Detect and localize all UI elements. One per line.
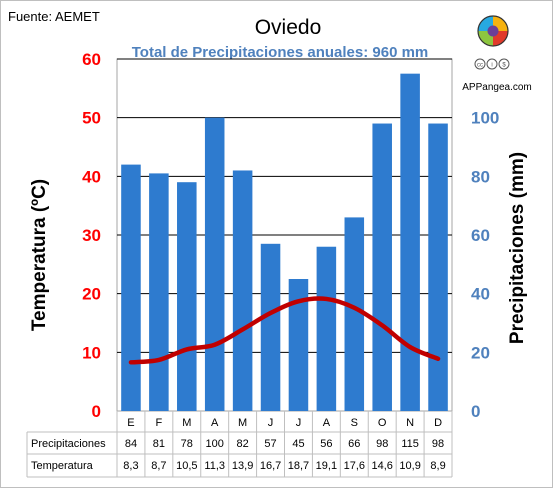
- precip-bar: [232, 170, 253, 411]
- month-label: A: [323, 417, 331, 429]
- logo-center: [487, 25, 499, 37]
- precip-bar: [121, 164, 141, 411]
- table-cell: 8,7: [151, 460, 166, 472]
- source-label: Fuente: AEMET: [8, 9, 100, 24]
- left-tick-label: 0: [92, 402, 101, 421]
- left-axis-title: Temperatura (ºC): [29, 179, 50, 331]
- table-cell: 19,1: [316, 460, 337, 472]
- chart-subtitle: Total de Precipitaciones anuales: 960 mm: [132, 44, 429, 61]
- precip-bar: [149, 173, 169, 411]
- month-label: E: [127, 417, 134, 429]
- creative-commons-icon: cc i $: [474, 58, 510, 70]
- data-table: Precipitaciones 84 81 78 100 82 57 45 56 66 98 115 9…: [26, 411, 453, 478]
- precip-bar: [177, 182, 197, 411]
- brand-label: APPangea.com: [462, 82, 532, 93]
- left-tick-label: 60: [82, 50, 101, 69]
- right-axis-title: Precipitaciones (mm): [507, 152, 528, 344]
- table-cell: 81: [153, 438, 165, 450]
- precip-bar: [260, 243, 281, 411]
- cc-cc-icon: [474, 58, 486, 70]
- table-cell: 18,7: [288, 460, 309, 472]
- table-cell: 45: [292, 438, 304, 450]
- right-tick-label: 100: [471, 109, 499, 128]
- table-cell: 115: [401, 438, 419, 450]
- cc-glyph: i: [491, 63, 492, 69]
- precip-bar: [400, 73, 420, 412]
- logo-ring: [477, 15, 509, 47]
- month-label: M: [238, 417, 247, 429]
- right-tick-label: 40: [471, 285, 490, 304]
- table-cell: 13,9: [232, 460, 253, 472]
- right-tick-label: 80: [471, 167, 490, 186]
- right-tick-label: 0: [471, 402, 480, 421]
- right-tick-label: 20: [471, 343, 490, 362]
- right-axis: 0 20 40 60 80 100: [471, 109, 499, 421]
- month-label: S: [351, 417, 358, 429]
- bar-series: [121, 73, 448, 412]
- precip-bar: [372, 123, 392, 412]
- table-cell: 10,5: [176, 460, 197, 472]
- left-tick-label: 10: [82, 343, 101, 362]
- table-cell: 56: [320, 438, 332, 450]
- table-cell: 84: [125, 438, 137, 450]
- right-tick-label: 60: [471, 226, 490, 245]
- month-label: M: [182, 417, 191, 429]
- table-cell: 17,6: [344, 460, 365, 472]
- table-cell: 100: [206, 438, 224, 450]
- left-tick-label: 40: [82, 167, 101, 186]
- left-tick-label: 20: [82, 285, 101, 304]
- month-label: N: [406, 417, 414, 429]
- left-tick-label: 30: [82, 226, 101, 245]
- precip-bar: [204, 117, 225, 412]
- table-cell: 8,3: [123, 460, 138, 472]
- table-row-name: Precipitaciones: [31, 438, 106, 450]
- table-cell: 10,9: [399, 460, 420, 472]
- left-tick-label: 50: [82, 109, 101, 128]
- table-cell: 8,9: [430, 460, 445, 472]
- month-label: F: [156, 417, 163, 429]
- month-label: J: [296, 417, 302, 429]
- table-cell: 11,3: [204, 460, 225, 472]
- table-cell: 66: [348, 438, 360, 450]
- temperature-series: [128, 296, 441, 365]
- table-cell: 98: [376, 438, 388, 450]
- table-cell: 78: [181, 438, 193, 450]
- cc-by-icon: [486, 58, 498, 70]
- temperature-line: [128, 296, 441, 365]
- table-cell: 14,6: [371, 460, 392, 472]
- month-label: A: [211, 417, 219, 429]
- table-row-name: Temperatura: [31, 460, 94, 472]
- precip-bar: [316, 246, 337, 411]
- cc-nc-icon: [498, 58, 510, 70]
- table-cell: 16,7: [260, 460, 281, 472]
- precip-bar: [344, 217, 365, 411]
- month-label: O: [378, 417, 387, 429]
- precip-bar: [288, 279, 309, 411]
- chart-title: Oviedo: [255, 16, 322, 39]
- table-cell: 57: [264, 438, 276, 450]
- gridlines: [117, 58, 452, 353]
- table-cell: 98: [432, 438, 444, 450]
- appangea-logo-icon: [477, 15, 509, 47]
- cc-glyph: $: [502, 63, 506, 69]
- month-label: D: [434, 417, 442, 429]
- table-cell: 82: [237, 438, 249, 450]
- left-axis: 0 10 20 30 40 50 60: [82, 50, 101, 421]
- cc-glyph: cc: [477, 63, 483, 69]
- precip-bar: [428, 123, 448, 412]
- month-label: J: [268, 417, 274, 429]
